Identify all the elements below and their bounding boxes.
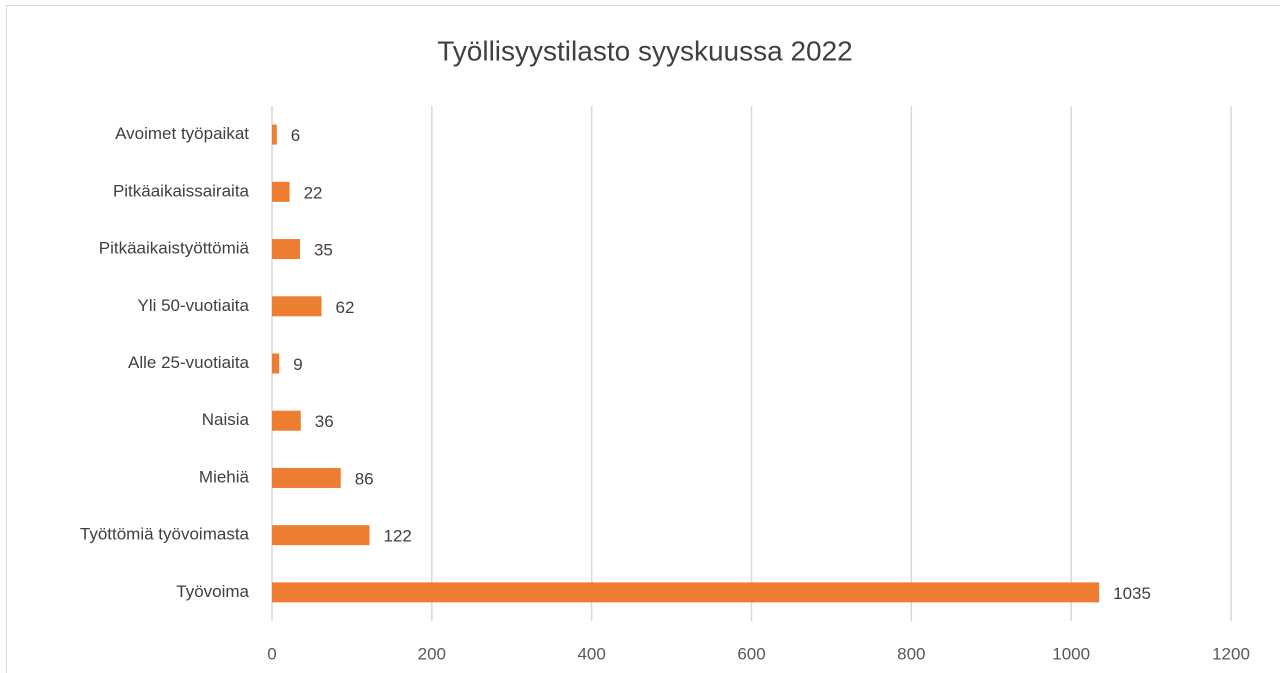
x-tick-label: 200 [418, 644, 446, 663]
y-tick-label: Avoimet työpaikat [115, 124, 249, 143]
value-label: 35 [314, 241, 333, 260]
x-tick-label: 400 [577, 644, 605, 663]
chart-border [6, 5, 1280, 673]
value-label: 22 [304, 183, 323, 202]
x-tick-label: 800 [897, 644, 925, 663]
value-label: 1035 [1113, 584, 1151, 603]
bar [272, 582, 1100, 603]
value-label: 6 [291, 126, 300, 145]
x-tick-label: 0 [267, 644, 276, 663]
x-tick-label: 1000 [1052, 644, 1090, 663]
bar [272, 353, 280, 374]
x-tick-label: 1200 [1212, 644, 1250, 663]
value-label: 9 [293, 355, 302, 374]
chart-title: Työllisyystilasto syyskuussa 2022 [437, 35, 853, 66]
y-tick-label: Naisia [202, 410, 250, 429]
y-tick-label: Pitkäaikaissairaita [113, 181, 250, 200]
bar [272, 181, 290, 202]
bar [272, 410, 301, 431]
y-tick-label: Työvoima [176, 582, 249, 601]
bar [272, 296, 322, 317]
y-tick-label: Työttömiä työvoimasta [80, 525, 250, 544]
value-label: 122 [383, 527, 411, 546]
bar [272, 124, 277, 145]
value-label: 86 [355, 469, 374, 488]
y-tick-label: Alle 25-vuotiaita [128, 353, 250, 372]
y-tick-label: Miehiä [199, 467, 250, 486]
value-label: 36 [315, 412, 334, 431]
y-tick-label: Yli 50-vuotiaita [137, 296, 249, 315]
x-tick-label: 600 [737, 644, 765, 663]
bar [272, 467, 341, 488]
bar [272, 525, 370, 546]
y-tick-label: Pitkäaikaistyöttömiä [99, 239, 250, 258]
bar [272, 239, 300, 260]
value-label: 62 [336, 298, 355, 317]
